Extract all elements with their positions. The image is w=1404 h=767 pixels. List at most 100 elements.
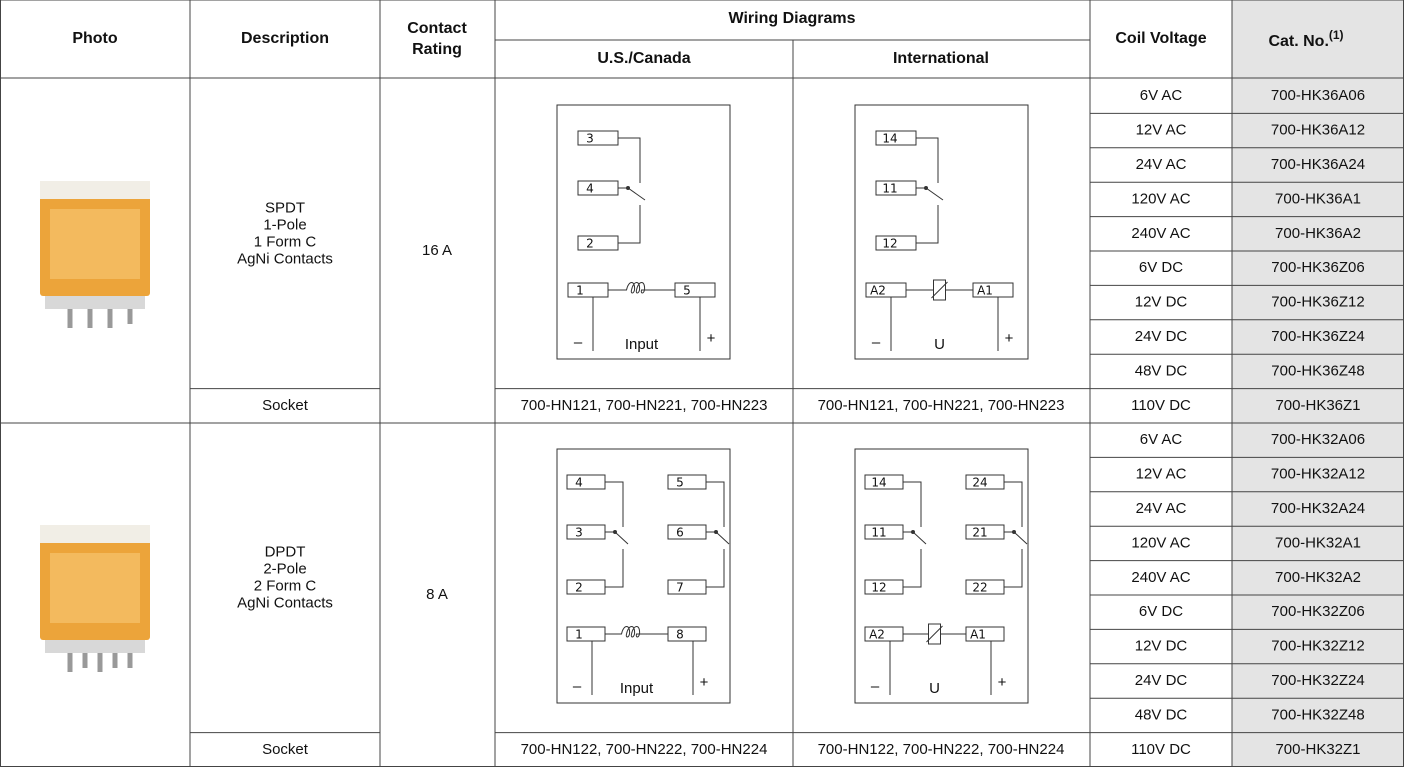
relay-window bbox=[50, 209, 140, 279]
coil-voltage: 12V DC bbox=[1135, 638, 1188, 655]
wire bbox=[903, 531, 927, 545]
coil-voltage: 6V AC bbox=[1140, 431, 1183, 448]
coil-voltage: 24V AC bbox=[1136, 156, 1187, 173]
pivot bbox=[714, 530, 718, 534]
pivot bbox=[924, 186, 928, 190]
terminal-label: 14 bbox=[882, 132, 897, 146]
header-wiring: Wiring Diagrams bbox=[729, 10, 856, 27]
coil-voltage: 12V AC bbox=[1136, 122, 1187, 139]
pivot bbox=[613, 530, 617, 534]
description-line: 1 Form C bbox=[254, 233, 317, 250]
diagram-frame bbox=[556, 448, 731, 704]
coil-label: 8 bbox=[676, 628, 684, 642]
polarity: + bbox=[998, 674, 1007, 691]
coil-label: A1 bbox=[970, 628, 986, 642]
contact-rating: 16 A bbox=[422, 242, 452, 259]
coil-terminal bbox=[567, 282, 609, 298]
terminal-label: 3 bbox=[575, 526, 583, 540]
coil-terminal bbox=[566, 626, 606, 642]
cat-no: 700-HK32A1 bbox=[1275, 534, 1361, 551]
terminal-label: 12 bbox=[882, 237, 897, 251]
coil-voltage: 24V AC bbox=[1136, 500, 1187, 517]
cat-no: 700-HK36Z12 bbox=[1271, 294, 1364, 311]
description-line: 2 Form C bbox=[254, 577, 317, 594]
header-description: Description bbox=[241, 30, 329, 47]
wire bbox=[605, 549, 624, 588]
diagram-frame bbox=[854, 448, 1029, 704]
header-us: U.S./Canada bbox=[597, 50, 690, 67]
cat-no: Cat. No. bbox=[1268, 33, 1328, 50]
cat-no: 700-HK32Z48 bbox=[1271, 706, 1364, 723]
socket-list: 700-HN122, 700-HN222, 700-HN224 bbox=[521, 741, 768, 758]
pivot bbox=[626, 186, 630, 190]
cat-no: 700-HK36Z48 bbox=[1271, 362, 1364, 379]
cat-no: 700-HK36A2 bbox=[1275, 225, 1361, 242]
polarity: – bbox=[574, 334, 583, 351]
coil bbox=[608, 282, 675, 294]
cat-no-shade bbox=[1232, 0, 1404, 767]
coil bbox=[928, 623, 941, 645]
coil-voltage: 12V DC bbox=[1135, 294, 1188, 311]
cat-no: 700-HK36Z1 bbox=[1275, 397, 1360, 414]
coil-label: 1 bbox=[575, 628, 583, 642]
polarity: – bbox=[573, 678, 582, 695]
polarity: + bbox=[1005, 330, 1014, 347]
polarity: + bbox=[707, 330, 716, 347]
cat-no: 700-HK36Z24 bbox=[1271, 328, 1364, 345]
coil-voltage: 120V AC bbox=[1131, 534, 1190, 551]
relay-top bbox=[40, 525, 150, 543]
wire bbox=[1004, 481, 1023, 527]
wire bbox=[903, 481, 922, 527]
coil-voltage: 240V AC bbox=[1131, 225, 1190, 242]
cat-no: 700-HK36A12 bbox=[1271, 122, 1365, 139]
header-cat: Cat. No.(1) bbox=[1268, 28, 1343, 50]
wire bbox=[706, 549, 725, 588]
coil-voltage: 24V DC bbox=[1135, 672, 1188, 689]
description-line: AgNi Contacts bbox=[237, 250, 333, 267]
terminal bbox=[577, 180, 619, 196]
terminal bbox=[566, 579, 606, 595]
coil-voltage: 6V AC bbox=[1140, 87, 1183, 104]
description-line: SPDT bbox=[265, 199, 305, 216]
terminal-label: 6 bbox=[676, 526, 684, 540]
socket-list: 700-HN122, 700-HN222, 700-HN224 bbox=[818, 741, 1065, 758]
terminal bbox=[667, 524, 707, 540]
terminal-label: 12 bbox=[871, 581, 886, 595]
coil-terminal bbox=[674, 282, 716, 298]
coil-slash bbox=[926, 625, 943, 643]
coil-voltage: 240V AC bbox=[1131, 569, 1190, 586]
wire bbox=[605, 531, 629, 545]
terminal-label: 11 bbox=[882, 182, 897, 196]
relay-window bbox=[50, 553, 140, 623]
description-line: 1-Pole bbox=[263, 216, 306, 233]
wire bbox=[706, 481, 725, 527]
terminal bbox=[566, 474, 606, 490]
header-coil: Coil Voltage bbox=[1115, 30, 1206, 47]
coil-label: 5 bbox=[683, 284, 691, 298]
coil-label: A2 bbox=[870, 284, 886, 298]
terminal bbox=[577, 235, 619, 251]
cat-no: 700-HK32A24 bbox=[1271, 500, 1365, 517]
coil-voltage: 110V DC bbox=[1131, 397, 1191, 414]
contact-rating: 8 A bbox=[426, 586, 448, 603]
wire bbox=[1004, 531, 1028, 545]
cat-no: 700-HK32Z06 bbox=[1271, 603, 1364, 620]
header-rating: Rating bbox=[412, 41, 462, 58]
terminal-label: 22 bbox=[972, 581, 987, 595]
terminal-label: 5 bbox=[676, 476, 684, 490]
relay-top bbox=[40, 181, 150, 199]
coil-terminal bbox=[667, 626, 707, 642]
header-photo: Photo bbox=[72, 30, 118, 47]
coil-voltage: 24V DC bbox=[1135, 328, 1188, 345]
cat-no: 700-HK32A12 bbox=[1271, 466, 1365, 483]
input-label: U bbox=[934, 336, 945, 353]
terminal-label: 11 bbox=[871, 526, 886, 540]
description-line: AgNi Contacts bbox=[237, 594, 333, 611]
coil bbox=[933, 279, 946, 301]
terminal bbox=[566, 524, 606, 540]
coil-label: A1 bbox=[977, 284, 993, 298]
coil bbox=[605, 626, 668, 638]
coil-label: 1 bbox=[576, 284, 584, 298]
header-contact: Contact bbox=[407, 20, 467, 37]
